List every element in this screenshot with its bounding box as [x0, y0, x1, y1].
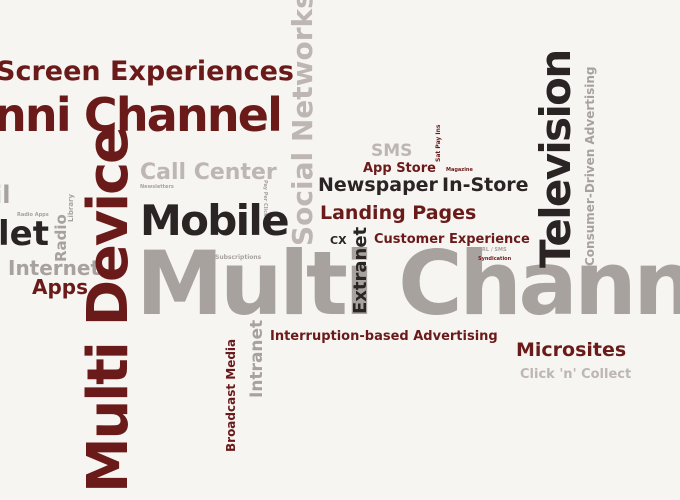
word-consumer-driven-advertising: Consumer-Driven Advertising	[583, 66, 597, 267]
word-screen-experiences: Screen Experiences	[0, 56, 295, 87]
word-multi-device: Multi Device	[76, 128, 141, 493]
word-radio-apps: Radio Apps	[17, 212, 49, 218]
word-library: Library	[67, 193, 75, 222]
word-subscriptions: Subscriptions	[215, 254, 262, 261]
word-tablet-fragment: let	[0, 214, 49, 254]
word-social-networks: Social Networks	[286, 0, 319, 246]
word-television: Television	[531, 50, 580, 268]
word-in-store: In-Store	[442, 174, 529, 196]
word-syndication: Syndication	[478, 256, 512, 262]
word-omni-channel: nni Channel	[0, 88, 283, 142]
word-il-fragment: il	[0, 181, 11, 209]
word-extranet: Extranet	[350, 226, 371, 314]
word-mobile: Mobile	[140, 196, 290, 245]
word-intranet: Intranet	[247, 319, 267, 398]
word-internet: Internet	[8, 256, 101, 280]
word-newspaper: Newspaper	[318, 174, 438, 196]
word-newsletters: Newsletters	[140, 184, 174, 190]
word-landing-pages: Landing Pages	[320, 202, 477, 224]
word-small-vertical-b: Sat Pay Ins	[435, 124, 442, 162]
word-microsites: Microsites	[516, 339, 627, 361]
word-sms: SMS	[371, 141, 413, 161]
word-cx: CX	[330, 234, 347, 247]
word-app-store: App Store	[363, 161, 436, 176]
word-broadcast-media: Broadcast Media	[224, 338, 238, 452]
word-multi-channel: Multi Channel	[136, 232, 680, 335]
word-click-n-collect: Click 'n' Collect	[520, 367, 632, 382]
word-interruption-advertising: Interruption-based Advertising	[270, 329, 498, 344]
word-magazine: Magazine	[446, 167, 473, 173]
word-call-center: Call Center	[140, 160, 277, 185]
word-customer-experience: Customer Experience	[374, 232, 530, 247]
word-apps: Apps	[32, 275, 89, 299]
word-url-sms: URL / SMS	[478, 247, 507, 253]
